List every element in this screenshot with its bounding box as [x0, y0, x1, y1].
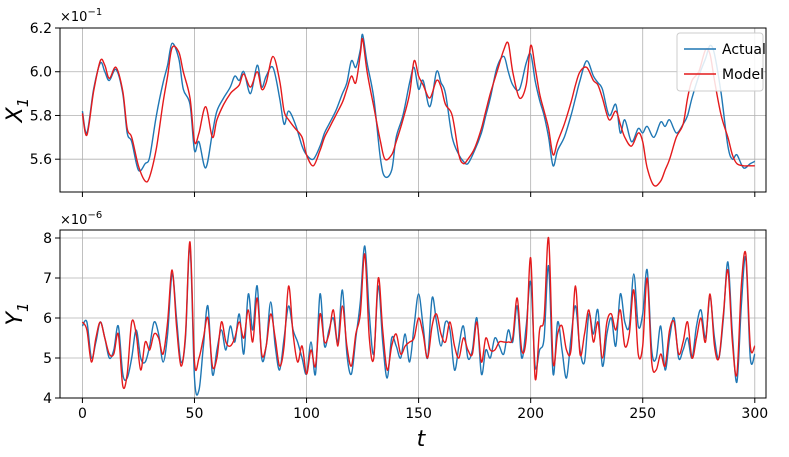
legend-label-model: Model	[722, 67, 764, 83]
x-tick-label: 0	[78, 406, 87, 422]
legend-label-actual: Actual	[722, 42, 766, 58]
bottom-panel: 0 50 100 150 200 250 300 4 5 6 7 8 ×10−6 Y1 t	[3, 210, 768, 452]
x-tick-label: 50	[186, 406, 204, 422]
y-tick-label: 7	[43, 271, 52, 287]
x-axis-label: t	[417, 427, 427, 452]
y-tick-label: 4	[43, 391, 52, 407]
bottom-y-axis-label: Y1	[3, 303, 32, 326]
bottom-ticks: 0 50 100 150 200 250 300 4 5 6 7 8	[43, 231, 768, 422]
y-tick-label: 8	[43, 231, 52, 247]
y-tick-label: 5.6	[30, 152, 52, 168]
x-tick-label: 100	[293, 406, 320, 422]
bottom-multiplier: ×10−6	[60, 210, 102, 228]
series-line-actual	[81, 245, 756, 396]
y-tick-label: 6	[43, 311, 52, 327]
x-tick-label: 250	[629, 406, 656, 422]
legend-box	[676, 32, 764, 92]
bottom-axes-frame	[59, 229, 767, 399]
y-tick-label: 5	[43, 351, 52, 367]
x-tick-label: 300	[741, 406, 768, 422]
x-tick-label: 150	[405, 406, 432, 422]
top-y-axis-label: X1	[3, 98, 32, 124]
top-grid	[60, 27, 766, 192]
y-tick-label: 5.8	[30, 108, 52, 124]
y-tick-label: 6.2	[30, 21, 52, 37]
top-axes-frame	[59, 27, 767, 193]
y-tick-label: 6.0	[30, 65, 52, 81]
series-line-model	[81, 37, 755, 187]
top-ticks: 5.6 5.8 6.0 6.2	[30, 21, 756, 197]
top-panel: 5.6 5.8 6.0 6.2 ×10−1 X1 Actual Model	[3, 7, 767, 197]
top-multiplier: ×10−1	[60, 7, 102, 25]
legend: Actual Model	[676, 32, 766, 92]
top-series	[81, 33, 756, 187]
series-line-actual	[81, 33, 756, 179]
x-tick-label: 200	[517, 406, 544, 422]
bottom-grid	[60, 230, 766, 399]
series-line-model	[81, 237, 756, 390]
bottom-series	[81, 237, 756, 396]
